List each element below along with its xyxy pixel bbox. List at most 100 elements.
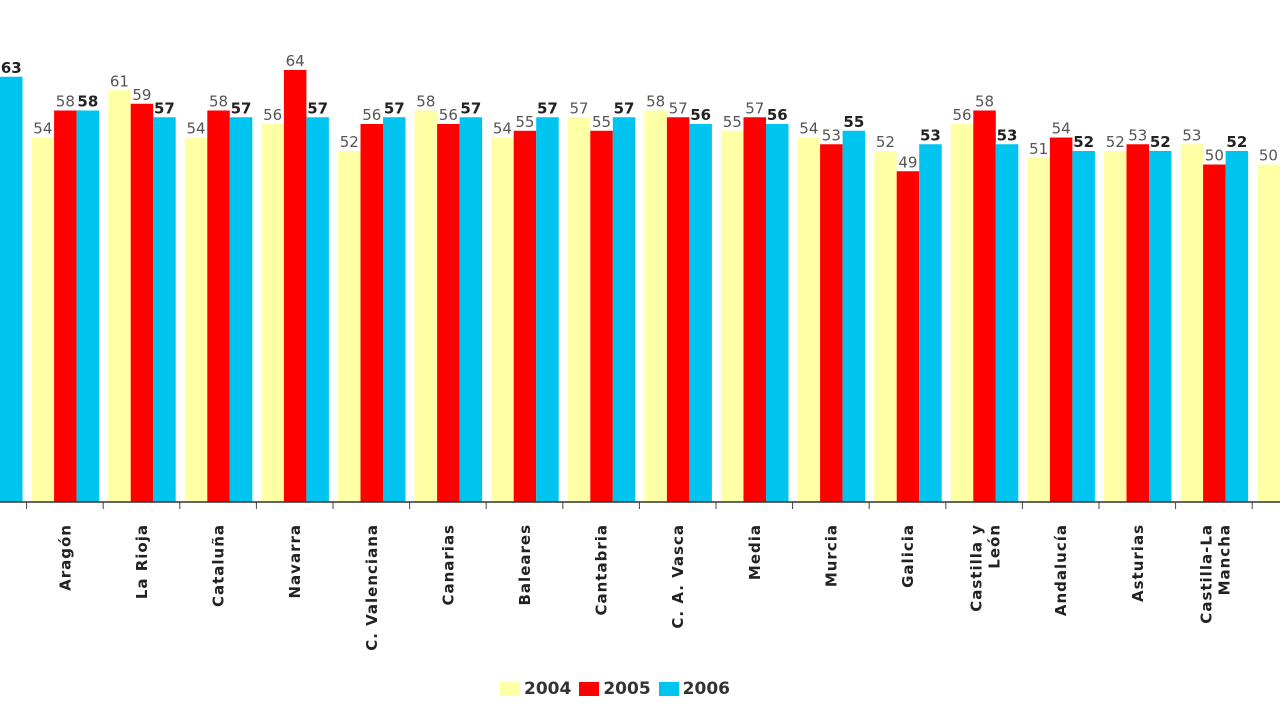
data-label-2004-3: 54 [187, 120, 206, 138]
bar-2005-cataluña [207, 110, 230, 502]
x-tick-label-5: C. Valenciana [363, 524, 381, 651]
bar-2006-media [766, 124, 789, 502]
data-label-2004-4: 56 [263, 106, 282, 124]
data-label-2004-7: 54 [493, 120, 512, 138]
legend-label-2006: 2006 [682, 679, 730, 699]
bar-2005-murcia [820, 144, 843, 502]
data-label-2006-15: 52 [1150, 133, 1171, 151]
bar-2006-edge-0 [0, 76, 23, 502]
bar-2006-c.-valenciana [383, 117, 406, 502]
data-label-2005-12: 49 [898, 153, 917, 171]
data-label-2004-11: 54 [799, 120, 818, 138]
data-label-2006-7: 57 [537, 99, 558, 117]
data-label-2004-15: 52 [1106, 133, 1125, 151]
data-label-2005-13: 58 [975, 93, 994, 111]
bar-2005-la-rioja [130, 103, 154, 502]
bar-2005-cantabria [590, 130, 613, 502]
bar-2005-andalucía [1049, 137, 1073, 502]
bar-2005-canarias [437, 124, 460, 502]
data-label-2004-1: 54 [33, 120, 52, 138]
x-tick-label-11: Murcia [822, 524, 840, 587]
bar-2006-canarias [459, 117, 483, 502]
bar-2004-castilla-y-león [950, 124, 974, 502]
data-label-2004-2: 61 [110, 72, 129, 90]
data-label-2006-5: 57 [384, 99, 405, 117]
x-tick-label-4: Navarra [286, 524, 304, 599]
data-label-2005-5: 56 [362, 106, 381, 124]
x-tick-label-8: Cantabria [593, 524, 611, 616]
bar-2006-murcia [842, 130, 866, 502]
data-label-2005-11: 53 [822, 126, 841, 144]
data-label-2004-16: 53 [1182, 126, 1201, 144]
data-label-2005-9: 57 [669, 99, 688, 117]
data-label-2005-15: 53 [1128, 126, 1147, 144]
data-label-2006-14: 52 [1073, 133, 1094, 151]
data-label-2006-9: 56 [690, 106, 711, 124]
bar-2006-asturias [1149, 151, 1172, 502]
bar-2006-cataluña [229, 117, 253, 502]
bar-2005-media [743, 117, 766, 502]
data-label-2006-11: 55 [843, 113, 864, 131]
legend-label-2005: 2005 [603, 679, 651, 699]
data-label-2005-4: 64 [286, 52, 305, 70]
bar-2004-cantabria [567, 117, 591, 502]
bar-2004-aragón [31, 137, 55, 502]
bar-2005-c.-a.-vasca [666, 117, 690, 502]
bar-2006-castilla-y-león [995, 144, 1019, 502]
data-label-2005-3: 58 [209, 93, 228, 111]
x-tick-label-14: Andalucía [1052, 524, 1070, 616]
data-label-2004-13: 56 [953, 106, 972, 124]
data-label-2006-6: 57 [460, 99, 481, 117]
data-label-2006-4: 57 [307, 99, 328, 117]
data-label-2004-8: 57 [570, 99, 589, 117]
bar-2006-c.-a.-vasca [689, 124, 712, 502]
bar-2004-baleares [491, 137, 514, 502]
bar-2005-navarra [283, 70, 307, 502]
bar-2004-galicia [874, 151, 897, 502]
data-label-2006-3: 57 [231, 99, 252, 117]
data-label-2006-16: 52 [1226, 133, 1247, 151]
data-label-2006-8: 57 [614, 99, 635, 117]
x-tick-label-9: C. A. Vasca [669, 524, 687, 629]
data-label-2005-6: 56 [439, 106, 458, 124]
data-label-2006-13: 53 [997, 126, 1018, 144]
data-label-2004-17: 50 [1259, 147, 1278, 165]
data-label-2005-2: 59 [132, 86, 151, 104]
x-tick-label-12: Galicia [899, 524, 917, 588]
bar-2006-aragón [76, 110, 100, 502]
data-label-2005-10: 57 [745, 99, 764, 117]
data-label-2006-10: 56 [767, 106, 788, 124]
data-label-2005-16: 50 [1205, 147, 1224, 165]
x-tick-label-2: La Rioja [133, 524, 151, 599]
bar-2004-c.-a.-vasca [644, 110, 667, 502]
bar-2004-navarra [261, 124, 284, 502]
data-label-2004-5: 52 [340, 133, 359, 151]
legend-swatch-2005 [579, 682, 600, 696]
x-tick-label-1: Aragón [56, 524, 74, 591]
x-tick-label-13: Castilla yLeón [968, 524, 1004, 612]
data-label-2005-14: 54 [1052, 120, 1071, 138]
bar-2005-baleares [513, 130, 537, 502]
data-label-2004-12: 52 [876, 133, 895, 151]
bar-2005-asturias [1126, 144, 1149, 502]
data-label-2006-2: 57 [154, 99, 175, 117]
x-tick-label-6: Canarias [439, 524, 457, 606]
data-label-2004-9: 58 [646, 93, 665, 111]
bar-2004-cataluña [184, 137, 208, 502]
legend-swatch-2006 [658, 682, 679, 696]
data-label-2004-6: 58 [416, 93, 435, 111]
bar-2006-castilla-la-mancha [1225, 151, 1249, 502]
x-tick-label-10: Media [746, 524, 764, 580]
data-label-2004-10: 55 [723, 113, 742, 131]
bar-2006-la-rioja [153, 117, 176, 502]
x-tick-label-15: Asturias [1129, 524, 1147, 602]
legend: 2004 2005 2006 [500, 679, 738, 699]
x-tick-label-3: Cataluña [210, 524, 228, 607]
bar-2004-asturias [1104, 151, 1127, 502]
bar-2006-andalucía [1072, 151, 1095, 502]
data-label-2006-1: 58 [77, 93, 98, 111]
bar-2004-media [721, 130, 744, 502]
bar-2006-navarra [306, 117, 329, 502]
data-label-2005-8: 55 [592, 113, 611, 131]
